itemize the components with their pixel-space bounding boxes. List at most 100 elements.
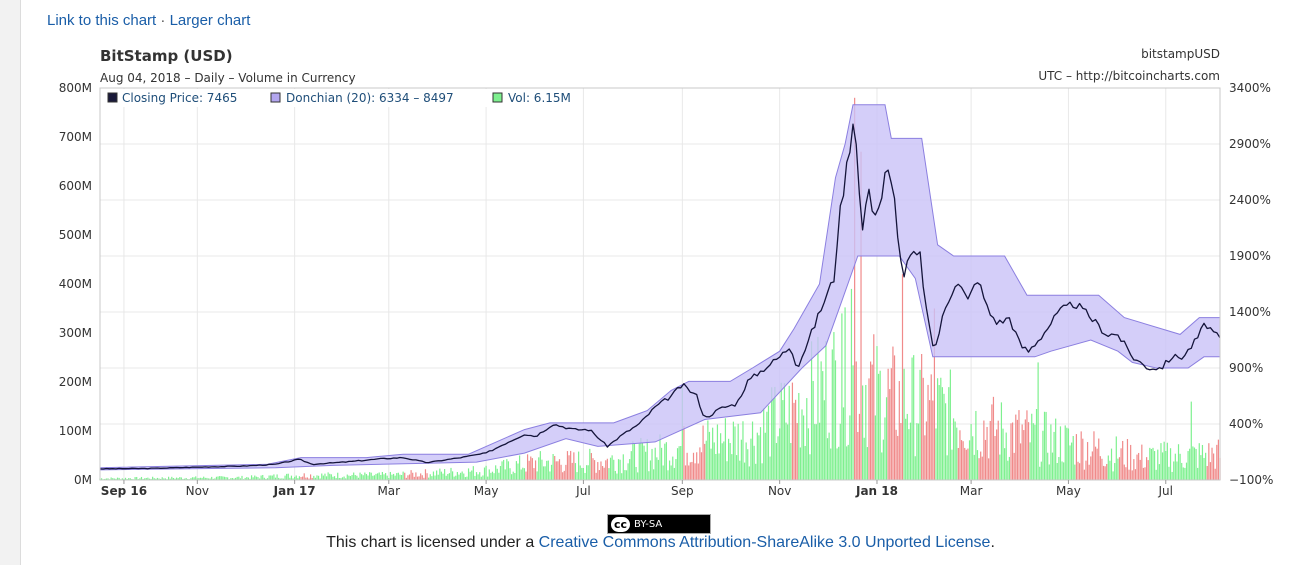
volume-bar	[598, 470, 600, 480]
volume-bar	[833, 332, 835, 480]
volume-bar	[1023, 430, 1025, 480]
volume-bar	[753, 445, 755, 480]
volume-bar	[617, 459, 620, 480]
volume-bar	[1061, 461, 1063, 480]
volume-bar	[1004, 448, 1006, 480]
volume-bar	[694, 463, 696, 480]
volume-bar	[812, 381, 814, 480]
volume-bar	[854, 97, 856, 481]
volume-bar	[1112, 471, 1114, 480]
volume-bar	[558, 459, 561, 480]
volume-bar	[1024, 419, 1026, 480]
volume-bar	[1206, 465, 1208, 480]
volume-bar	[321, 473, 323, 480]
donchian-lower-line	[99, 255, 1220, 471]
volume-bar	[298, 476, 301, 480]
volume-bar	[1010, 423, 1012, 480]
volume-bar	[1085, 460, 1087, 480]
volume-bar	[517, 463, 519, 480]
volume-bar	[1181, 462, 1183, 480]
volume-bar	[1184, 467, 1186, 480]
license-prefix: This chart is licensed under a	[326, 534, 539, 551]
license-link[interactable]: Creative Commons Attribution-ShareAlike …	[538, 534, 991, 551]
cc-license-badge[interactable]: cc BY-SA	[607, 514, 711, 534]
volume-bar	[150, 478, 152, 480]
legend: Closing Price: 7465 Donchian (20): 6334 …	[102, 89, 580, 107]
volume-bar	[1058, 457, 1060, 480]
volume-bar	[756, 432, 758, 480]
y-right-tick-label: 1400%	[1229, 305, 1271, 319]
volume-bar	[302, 476, 304, 480]
volume-bar	[314, 477, 316, 480]
volume-bar	[370, 472, 372, 480]
volume-bar	[1146, 457, 1148, 480]
volume-bar	[1094, 446, 1097, 480]
volume-bar	[408, 474, 411, 480]
volume-bar	[834, 360, 837, 480]
volume-bar	[868, 378, 870, 480]
volume-bar	[799, 447, 801, 480]
volume-bar	[1063, 462, 1065, 480]
volume-bar	[751, 421, 754, 480]
volume-bar	[207, 478, 210, 480]
volume-bar	[278, 477, 280, 480]
volume-bar	[319, 478, 321, 480]
chart-subtitle: Aug 04, 2018 – Daily – Volume in Currenc…	[100, 71, 356, 85]
volume-bar	[852, 365, 854, 480]
volume-bar	[836, 448, 838, 480]
larger-chart-link[interactable]: Larger chart	[169, 12, 251, 29]
volume-bar	[991, 404, 993, 480]
volume-bar	[136, 476, 138, 480]
volume-bar	[949, 369, 951, 480]
volume-bar	[311, 477, 313, 480]
volume-bar	[356, 475, 358, 480]
volume-bar	[866, 447, 869, 480]
volume-bar	[440, 471, 443, 480]
volume-bar	[967, 448, 969, 480]
volume-bar	[807, 428, 809, 480]
volume-bar	[1102, 465, 1105, 480]
volume-bar	[806, 398, 808, 480]
volume-bar	[1153, 451, 1156, 480]
volume-bar	[383, 474, 385, 480]
volume-bar	[1074, 464, 1076, 480]
volume-bar	[155, 478, 157, 480]
volume-bar	[1008, 456, 1011, 480]
volume-bar	[1029, 442, 1031, 480]
volume-bar	[823, 400, 825, 480]
volume-bar	[885, 397, 888, 480]
volume-bar	[1166, 442, 1168, 480]
volume-bar	[231, 478, 234, 480]
volume-bar	[219, 476, 221, 480]
volume-bar	[689, 462, 691, 480]
volume-bar	[306, 477, 309, 480]
cc-badge-text: BY-SA	[634, 518, 663, 530]
volume-bar	[609, 457, 612, 480]
volume-bar	[691, 461, 693, 480]
volume-bar	[1200, 455, 1202, 480]
volume-bar	[1037, 362, 1039, 480]
volume-bar	[702, 425, 704, 480]
volume-bar	[203, 476, 205, 480]
volume-bar	[680, 446, 682, 480]
volume-bar	[175, 477, 178, 480]
volume-bar	[863, 437, 865, 480]
volume-bar	[935, 428, 937, 480]
volume-bar	[780, 382, 782, 480]
volume-bar	[937, 378, 939, 480]
volume-bar	[697, 463, 699, 480]
volume-bar	[956, 427, 958, 480]
volume-bar	[195, 476, 197, 480]
volume-bar	[619, 459, 621, 480]
volume-bar	[944, 403, 947, 480]
link-to-chart[interactable]: Link to this chart	[47, 12, 157, 29]
volume-bar	[769, 456, 771, 480]
volume-bar	[932, 400, 934, 480]
volume-bar	[211, 476, 213, 480]
volume-bar	[999, 454, 1001, 480]
volume-bar	[877, 373, 880, 480]
volume-bar	[361, 474, 363, 480]
volume-bar	[980, 451, 982, 480]
volume-bar	[115, 478, 117, 480]
volume-bar	[873, 334, 875, 480]
